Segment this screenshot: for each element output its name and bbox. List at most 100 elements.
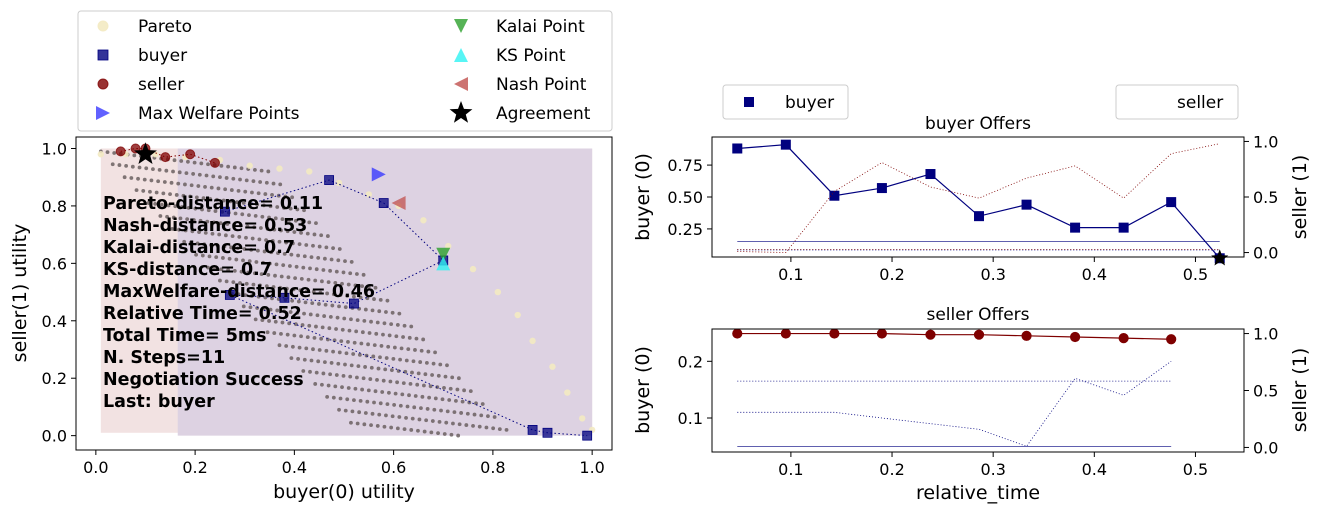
outcome-point (333, 281, 338, 285)
outcome-point (262, 249, 267, 254)
seller-offer-point (209, 157, 220, 168)
ks-point (436, 256, 451, 271)
outcome-point (258, 180, 263, 184)
outcome-point (479, 413, 484, 418)
outcome-point (253, 167, 257, 172)
utility-legend-box (77, 10, 613, 132)
outcome-point (253, 214, 258, 218)
outcome-point (280, 217, 285, 222)
outcome-point (235, 200, 239, 205)
utility-plot: 0.0 0.2 0.4 0.6 0.8 1.0 0.0 0.2 0.4 0.6 0.8 1.0 Par… (9, 136, 613, 503)
utility-x-tick-label: 0.8 (480, 458, 505, 477)
outcome-point (316, 359, 321, 364)
outcome-point (380, 390, 385, 394)
outcome-point (327, 326, 332, 331)
outcome-point (257, 237, 262, 242)
stat-line: Relative Time= 0.52 (103, 304, 302, 324)
legend-marker (454, 48, 468, 62)
outcome-point (372, 343, 377, 348)
outcome-point (343, 305, 348, 310)
outcome-point (384, 310, 388, 314)
buyer-offers-ticks: 0.1 0.2 0.3 0.4 0.5 0.25 0.50 0.75 0.0 0.5 1.0 (667, 132, 1278, 284)
outcome-point (261, 306, 266, 311)
outcome-point (232, 222, 236, 227)
outcome-point (369, 365, 374, 370)
outcome-point (200, 207, 204, 212)
outcome-point (211, 174, 216, 179)
outcome-point (322, 256, 327, 261)
buyer-offer-point (324, 175, 335, 185)
outcome-point (358, 295, 363, 300)
outcome-point (304, 243, 309, 247)
seller-offer-marker (732, 328, 743, 339)
outcome-point (366, 388, 371, 393)
outcome-point (192, 160, 197, 165)
y-left-tick-label: 0.75 (667, 156, 703, 175)
outcome-point (228, 199, 233, 204)
outcome-point (305, 231, 310, 236)
pareto-point (529, 337, 536, 345)
outcome-point (413, 394, 418, 398)
outcome-point (382, 424, 387, 429)
seller-offer-marker (1166, 334, 1177, 345)
outcome-point (288, 310, 293, 314)
stat-line: N. Steps=11 (103, 348, 225, 368)
utility-x-tick-label: 0.4 (282, 458, 307, 477)
outcome-point (341, 373, 346, 378)
outcome-point (203, 184, 207, 189)
outcome-point (388, 379, 393, 384)
outcome-point (206, 162, 210, 167)
outcome-point (218, 221, 223, 226)
pareto-point (306, 168, 313, 175)
outcome-point (153, 201, 158, 206)
buyer-offers-title: buyer Offers (925, 114, 1031, 134)
utility-y-tick-label: 1.0 (42, 139, 67, 158)
outcome-point (242, 247, 247, 251)
outcome-point (191, 172, 196, 176)
outcome-point (213, 209, 218, 213)
outcome-point (197, 172, 202, 177)
outcome-point (323, 302, 328, 307)
y-right-tick-label: 0.0 (1253, 438, 1278, 457)
pareto-point (420, 217, 427, 224)
x-tick-label: 0.4 (1082, 265, 1107, 284)
outcome-point (221, 256, 225, 260)
outcome-point (345, 293, 350, 298)
y-right-tick-label: 0.5 (1253, 188, 1278, 207)
outcome-point (401, 381, 406, 385)
outcome-point (291, 287, 296, 292)
outcome-point (243, 293, 248, 298)
outcome-point (437, 419, 442, 424)
outcome-point (151, 167, 155, 172)
outcome-point (255, 248, 260, 253)
outcome-point (464, 423, 469, 427)
outcome-point (389, 425, 394, 430)
outcome-point (290, 241, 295, 246)
y-right-tick-label: 1.0 (1253, 132, 1278, 151)
outcome-point (492, 415, 497, 419)
x-tick-label: 0.5 (1183, 460, 1208, 479)
outcome-point (408, 381, 413, 386)
outcome-point (171, 169, 175, 174)
outcome-point (334, 269, 339, 274)
outcome-point (450, 375, 455, 380)
outcome-point (442, 386, 446, 390)
legend-label: Agreement (496, 104, 591, 124)
buyer-offer-marker (1166, 197, 1177, 208)
utility-y-label: seller(1) utility (9, 224, 31, 363)
legend-label: seller (138, 75, 184, 95)
outcome-point (352, 294, 356, 299)
buyer-offer-marker (1118, 222, 1129, 233)
outcome-point (418, 360, 423, 364)
outcome-point (385, 402, 390, 407)
pareto-front (97, 151, 596, 434)
outcome-point (214, 255, 219, 260)
outcome-point (297, 345, 302, 350)
stat-line: Total Time= 5ms (103, 326, 267, 346)
outcome-point (303, 300, 308, 305)
outcome-point (387, 333, 392, 338)
buyer-offer-marker (925, 169, 936, 180)
outcome-point (248, 305, 253, 310)
stat-line: KS-distance= 0.7 (103, 260, 272, 280)
utility-legend: Pareto buyer seller Max Welfare Points Kalai… (77, 10, 613, 132)
